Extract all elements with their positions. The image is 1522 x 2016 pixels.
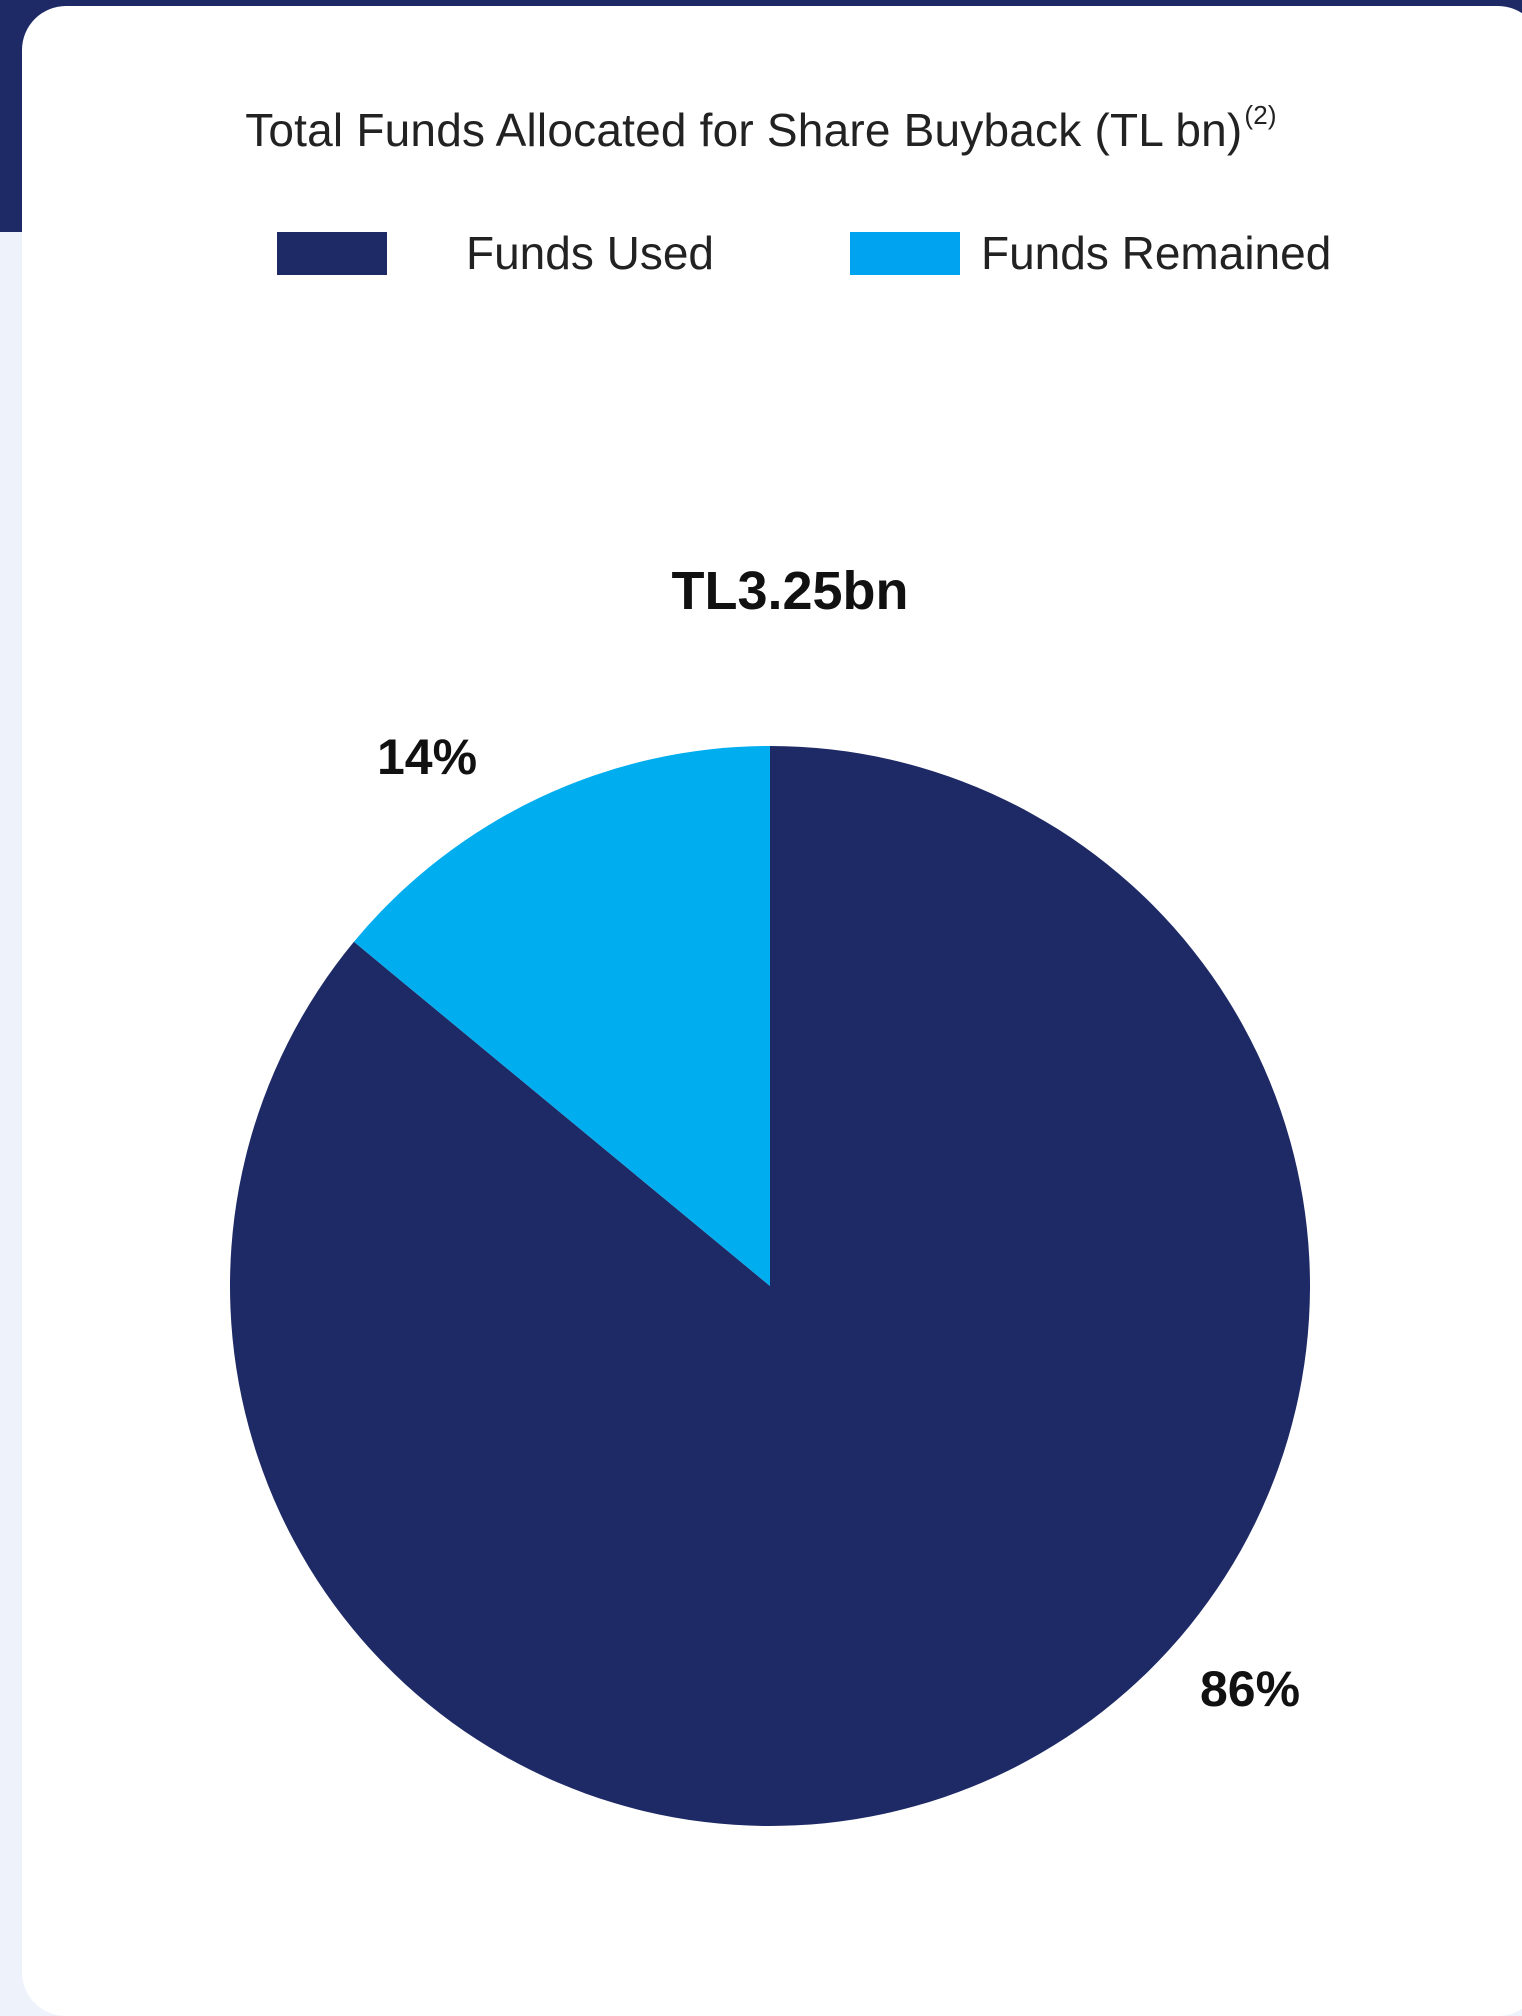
- slice-label-funds-used: 86%: [1200, 1661, 1301, 1717]
- legend-swatch-funds-remained: [850, 232, 960, 275]
- title-footnote-marker: (2): [1244, 100, 1277, 130]
- legend-label-funds-used: Funds Used: [466, 227, 715, 279]
- chart-title: Total Funds Allocated for Share Buyback …: [0, 100, 1522, 157]
- slice-label-funds-remained: 14%: [377, 729, 478, 785]
- legend-label-funds-remained: Funds Remained: [981, 227, 1332, 279]
- pie-slice-funds-remained: [353, 746, 770, 1286]
- chart-title-text: Total Funds Allocated for Share Buyback …: [245, 104, 1243, 156]
- pie-slice-funds-used: [229, 746, 1310, 1826]
- legend-swatch-funds-used: [277, 232, 387, 275]
- total-amount-label: TL3.25bn: [671, 561, 909, 621]
